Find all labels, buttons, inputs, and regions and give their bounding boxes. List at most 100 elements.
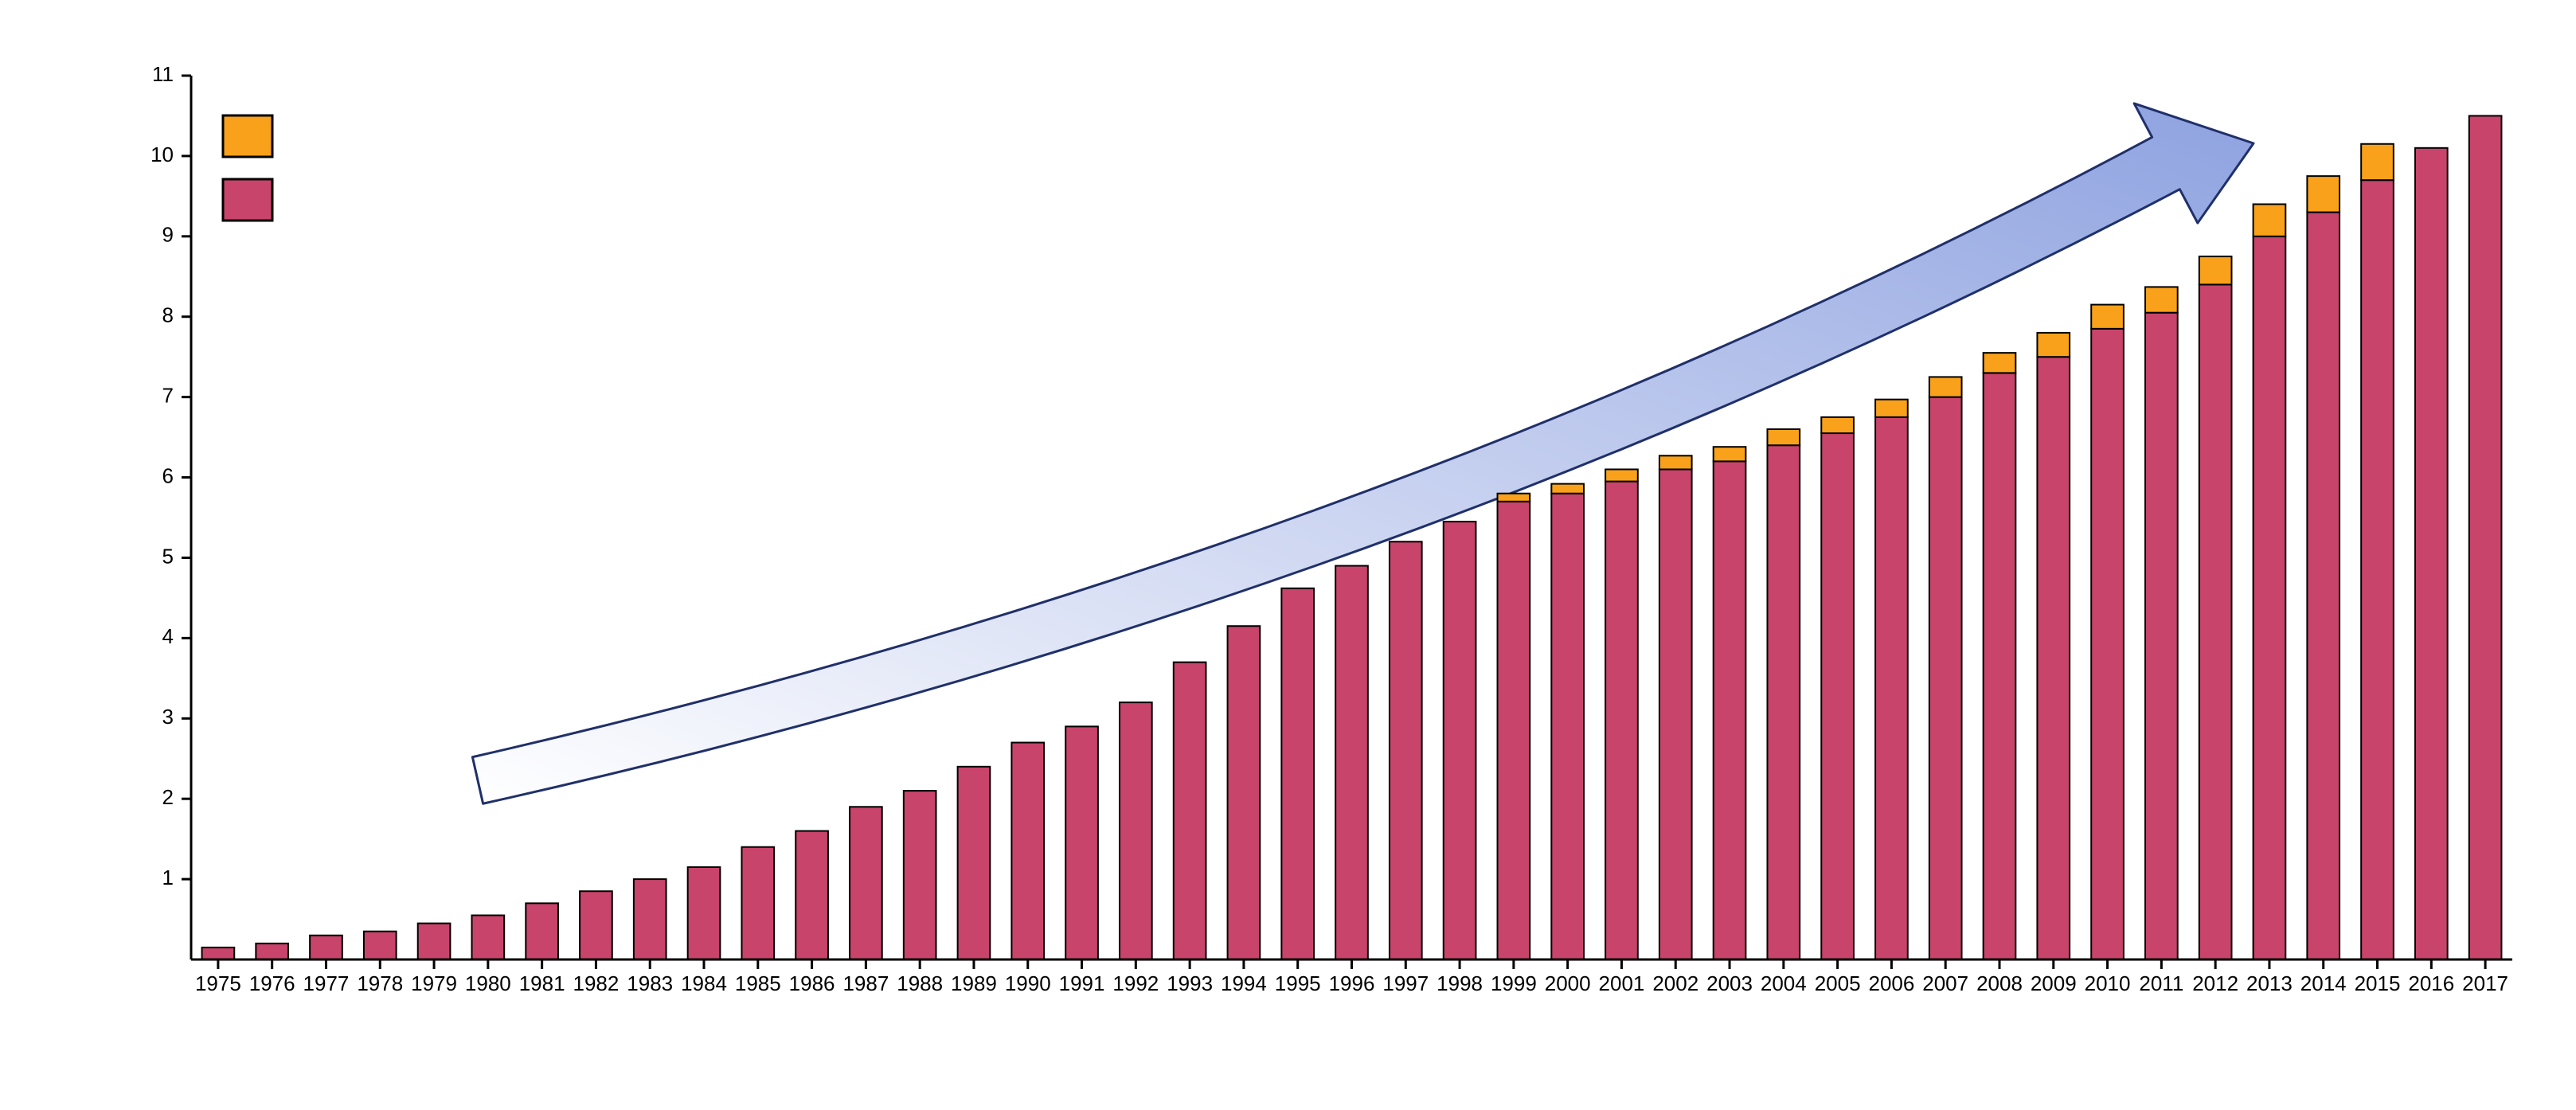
bar-series-a xyxy=(2415,148,2448,960)
bar-series-b xyxy=(2199,256,2232,284)
bar-series-a xyxy=(418,924,451,960)
x-tick-label: 1975 xyxy=(195,971,241,995)
bar-series-a xyxy=(2037,357,2070,960)
y-tick-label: 5 xyxy=(162,544,174,568)
bar-series-a xyxy=(795,831,828,960)
bar-series-a xyxy=(2199,284,2232,960)
bar-series-a xyxy=(2091,329,2124,960)
bar-series-a xyxy=(688,867,721,960)
bar-series-a xyxy=(364,932,397,960)
bar-series-a xyxy=(1228,626,1261,960)
bar-series-a xyxy=(634,879,666,960)
bar-series-a xyxy=(310,936,342,960)
x-tick-label: 1997 xyxy=(1382,971,1429,995)
legend-swatch xyxy=(223,179,272,221)
y-tick-label: 10 xyxy=(150,143,174,166)
bar-series-b xyxy=(1875,400,1908,417)
x-tick-label: 2006 xyxy=(1868,971,1914,995)
bar-series-a xyxy=(2361,180,2394,960)
x-tick-label: 2009 xyxy=(2031,971,2077,995)
bar-series-a xyxy=(958,767,991,960)
bar-series-b xyxy=(1714,447,1746,461)
x-tick-label: 1992 xyxy=(1112,971,1159,995)
bar-series-b xyxy=(1605,469,1638,481)
bar-series-a xyxy=(202,948,235,960)
y-tick-label: 3 xyxy=(162,705,174,729)
bar-series-a xyxy=(2145,313,2178,960)
bar-series-b xyxy=(1551,484,1584,494)
bar-series-a xyxy=(1767,445,1800,960)
bar-series-a xyxy=(1659,469,1692,960)
x-tick-label: 2016 xyxy=(2408,971,2454,995)
x-tick-label: 1986 xyxy=(789,971,835,995)
x-tick-label: 1991 xyxy=(1059,971,1105,995)
x-tick-label: 1990 xyxy=(1005,971,1051,995)
bar-series-b xyxy=(1659,455,1692,469)
x-tick-label: 1988 xyxy=(897,971,943,995)
bar-series-a xyxy=(1714,461,1746,960)
bar-series-b xyxy=(2307,176,2340,212)
x-tick-label: 2000 xyxy=(1545,971,1591,995)
x-tick-label: 1995 xyxy=(1275,971,1321,995)
bar-series-a xyxy=(1444,522,1476,960)
y-tick-label: 2 xyxy=(162,785,174,809)
x-tick-label: 2011 xyxy=(2139,971,2183,995)
x-tick-label: 1976 xyxy=(249,971,295,995)
bar-series-b xyxy=(2254,204,2286,236)
x-tick-label: 1980 xyxy=(465,971,511,995)
bar-series-a xyxy=(2307,213,2340,960)
x-tick-label: 1996 xyxy=(1329,971,1375,995)
bar-series-a xyxy=(1065,726,1098,960)
x-tick-label: 2015 xyxy=(2355,971,2401,995)
bar-series-a xyxy=(1498,502,1530,960)
bar-series-a xyxy=(1281,588,1314,960)
bar-series-a xyxy=(1929,397,1962,960)
x-tick-label: 1977 xyxy=(303,971,350,995)
bar-series-b xyxy=(1929,377,1962,397)
bar-series-a xyxy=(256,944,288,960)
x-tick-label: 2004 xyxy=(1761,971,1807,995)
bar-series-b xyxy=(2091,305,2124,329)
x-tick-label: 1993 xyxy=(1167,971,1213,995)
x-tick-label: 2001 xyxy=(1599,971,1645,995)
x-tick-label: 1994 xyxy=(1221,971,1267,995)
bar-series-a xyxy=(1335,566,1368,960)
bar-series-a xyxy=(526,903,558,960)
y-tick-label: 11 xyxy=(152,62,174,86)
bar-series-a xyxy=(741,847,774,960)
bar-series-a xyxy=(1605,482,1638,960)
x-tick-label: 2008 xyxy=(1976,971,2023,995)
y-tick-label: 1 xyxy=(162,866,174,889)
bar-series-b xyxy=(1498,494,1530,502)
bar-series-b xyxy=(2037,333,2070,357)
x-tick-label: 1981 xyxy=(519,971,565,995)
bar-series-a xyxy=(1821,433,1854,960)
x-tick-label: 1979 xyxy=(411,971,457,995)
bar-series-a xyxy=(472,916,505,960)
x-tick-label: 2017 xyxy=(2462,971,2508,995)
x-tick-label: 1998 xyxy=(1437,971,1483,995)
bar-series-a xyxy=(1390,541,1422,960)
x-tick-label: 1982 xyxy=(573,971,620,995)
x-tick-label: 1989 xyxy=(951,971,997,995)
bar-series-a xyxy=(1984,373,2016,960)
x-tick-label: 2005 xyxy=(1815,971,1861,995)
x-tick-label: 2007 xyxy=(1922,971,1968,995)
bar-series-a xyxy=(850,807,882,960)
bar-series-a xyxy=(1551,494,1584,960)
x-tick-label: 1999 xyxy=(1491,971,1537,995)
x-tick-label: 1984 xyxy=(681,971,727,995)
bar-series-a xyxy=(580,891,612,960)
x-tick-label: 2013 xyxy=(2246,971,2293,995)
legend-swatch xyxy=(223,115,272,157)
bar-series-a xyxy=(1011,743,1044,960)
bar-series-b xyxy=(2361,144,2394,180)
bar-series-a xyxy=(1875,417,1908,960)
y-tick-label: 7 xyxy=(162,384,174,408)
x-tick-label: 1985 xyxy=(735,971,781,995)
y-tick-label: 4 xyxy=(162,624,174,648)
x-tick-label: 1983 xyxy=(627,971,673,995)
x-tick-label: 2002 xyxy=(1652,971,1698,995)
y-tick-label: 8 xyxy=(162,303,174,327)
bar-series-a xyxy=(904,791,936,960)
